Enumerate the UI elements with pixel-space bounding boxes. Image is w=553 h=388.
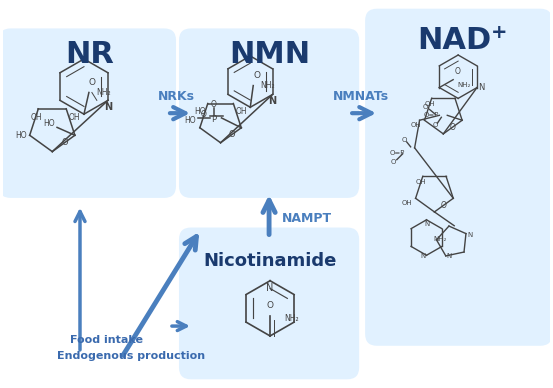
Text: O=P: O=P: [424, 112, 440, 118]
Text: NH₂: NH₂: [96, 88, 111, 97]
Text: N: N: [425, 221, 430, 227]
Text: O: O: [402, 137, 408, 143]
Text: O=P: O=P: [389, 150, 405, 156]
Text: O: O: [450, 123, 456, 132]
Text: O: O: [454, 67, 460, 76]
FancyBboxPatch shape: [179, 227, 359, 379]
Text: Endogenous production: Endogenous production: [57, 351, 205, 361]
Text: Nicotinamide: Nicotinamide: [204, 252, 337, 270]
Text: NR: NR: [65, 40, 114, 69]
Text: OH: OH: [68, 113, 80, 122]
Text: Food intake: Food intake: [70, 335, 143, 345]
Text: +: +: [491, 23, 507, 42]
Text: HO: HO: [15, 131, 27, 140]
Text: N: N: [447, 253, 452, 259]
Text: O: O: [211, 100, 216, 109]
Text: NH₂: NH₂: [457, 81, 471, 88]
Text: OH: OH: [236, 107, 247, 116]
Text: HO: HO: [44, 119, 55, 128]
FancyBboxPatch shape: [365, 9, 552, 346]
Text: OH: OH: [411, 122, 421, 128]
Text: N: N: [467, 232, 472, 237]
Text: O: O: [267, 301, 274, 310]
Text: OH: OH: [30, 113, 42, 122]
FancyBboxPatch shape: [179, 28, 359, 198]
Text: O: O: [61, 138, 68, 147]
Text: NAMPT: NAMPT: [282, 211, 332, 225]
Text: N: N: [104, 102, 112, 113]
Text: NH₂: NH₂: [260, 81, 275, 90]
Text: NMNATs: NMNATs: [333, 90, 389, 103]
Text: OH: OH: [402, 200, 413, 206]
Text: OH: OH: [424, 101, 435, 107]
Text: NH₂: NH₂: [284, 314, 299, 323]
Text: O: O: [253, 71, 260, 80]
Text: NRKs: NRKs: [158, 90, 195, 103]
Text: NAD: NAD: [417, 26, 491, 55]
Text: O: O: [423, 104, 428, 111]
Text: O: O: [89, 78, 96, 87]
Text: P: P: [211, 115, 216, 125]
Text: HO: HO: [184, 116, 196, 125]
Text: O: O: [441, 201, 447, 210]
Text: O: O: [201, 111, 207, 120]
Text: NH₂: NH₂: [433, 236, 447, 242]
Text: O: O: [432, 122, 438, 128]
FancyBboxPatch shape: [0, 28, 176, 198]
Text: HO: HO: [194, 107, 206, 116]
Text: N: N: [420, 253, 425, 259]
Text: O: O: [390, 159, 395, 165]
Text: NMN: NMN: [229, 40, 311, 69]
Text: N: N: [478, 83, 484, 92]
Text: O: O: [228, 130, 235, 139]
Text: N: N: [269, 96, 276, 106]
Text: OH: OH: [415, 179, 426, 185]
Text: N: N: [267, 283, 274, 293]
